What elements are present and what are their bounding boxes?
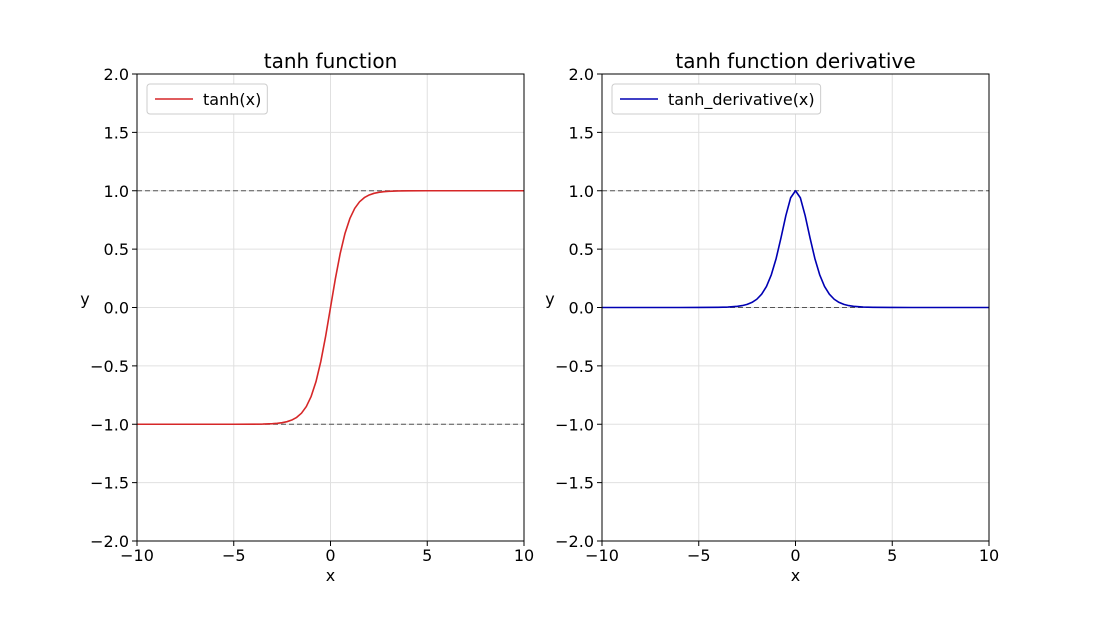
y-tick-label: −1.5	[555, 474, 594, 493]
x-ticks: −10 −5 0 5 10	[120, 541, 534, 565]
legend-box	[146, 83, 268, 115]
x-axis-label: x	[791, 566, 800, 585]
y-axis-label: y	[80, 290, 89, 309]
x-tick-label: 5	[887, 546, 897, 565]
x-tick-label: 10	[514, 546, 534, 565]
series-line	[602, 189, 989, 309]
y-tick-label: 0.0	[569, 299, 594, 318]
y-tick-label: −0.5	[555, 357, 594, 376]
y-tick-label: 0.5	[569, 240, 594, 259]
chart-tanh: −10 −5 0 5 10 −2.0 −1.5 −1.0 −0.5 0.0 0.5 1.0 1.5 2.…	[80, 49, 534, 585]
series-layer	[602, 189, 989, 309]
x-axis-label: x	[326, 566, 335, 585]
legend-box	[611, 83, 822, 115]
y-ticks: −2.0 −1.5 −1.0 −0.5 0.0 0.5 1.0 1.5 2.0	[90, 65, 137, 551]
chart-title: tanh function	[264, 49, 398, 73]
y-axis-label: y	[545, 290, 554, 309]
x-tick-label: −5	[222, 546, 246, 565]
x-tick-label: 10	[979, 546, 999, 565]
y-tick-label: −1.0	[90, 415, 129, 434]
y-ticks: −2.0 −1.5 −1.0 −0.5 0.0 0.5 1.0 1.5 2.0	[555, 65, 602, 551]
legend-label-tanh-derivative: tanh_derivative(x)	[668, 90, 815, 110]
y-tick-label: −2.0	[555, 532, 594, 551]
x-tick-label: −10	[120, 546, 154, 565]
y-tick-label: 2.0	[569, 65, 594, 84]
y-tick-label: −0.5	[90, 357, 129, 376]
x-tick-label: −10	[585, 546, 619, 565]
legend-label-tanh: tanh(x)	[203, 90, 261, 109]
x-tick-label: 5	[422, 546, 432, 565]
y-tick-label: −1.5	[90, 474, 129, 493]
series-line	[137, 189, 524, 426]
x-tick-label: 0	[325, 546, 335, 565]
series-layer	[137, 189, 524, 426]
y-tick-label: 2.0	[104, 65, 129, 84]
y-tick-label: −2.0	[90, 532, 129, 551]
y-tick-label: −1.0	[555, 415, 594, 434]
y-tick-label: 1.5	[569, 123, 594, 142]
y-tick-label: 1.0	[569, 182, 594, 201]
y-tick-label: 0.0	[104, 299, 129, 318]
x-tick-label: −5	[687, 546, 711, 565]
x-ticks: −10 −5 0 5 10	[585, 541, 999, 565]
chart-tanh-derivative: −10 −5 0 5 10 −2.0 −1.5 −1.0 −0.5 0.0 0.5 1.0 1.5 2.…	[545, 49, 999, 585]
chart-title: tanh function derivative	[675, 49, 915, 73]
y-tick-label: 1.0	[104, 182, 129, 201]
y-tick-label: 1.5	[104, 123, 129, 142]
legend: tanh(x)	[146, 83, 268, 115]
x-tick-label: 0	[790, 546, 800, 565]
y-tick-label: 0.5	[104, 240, 129, 259]
legend: tanh_derivative(x)	[611, 83, 822, 115]
